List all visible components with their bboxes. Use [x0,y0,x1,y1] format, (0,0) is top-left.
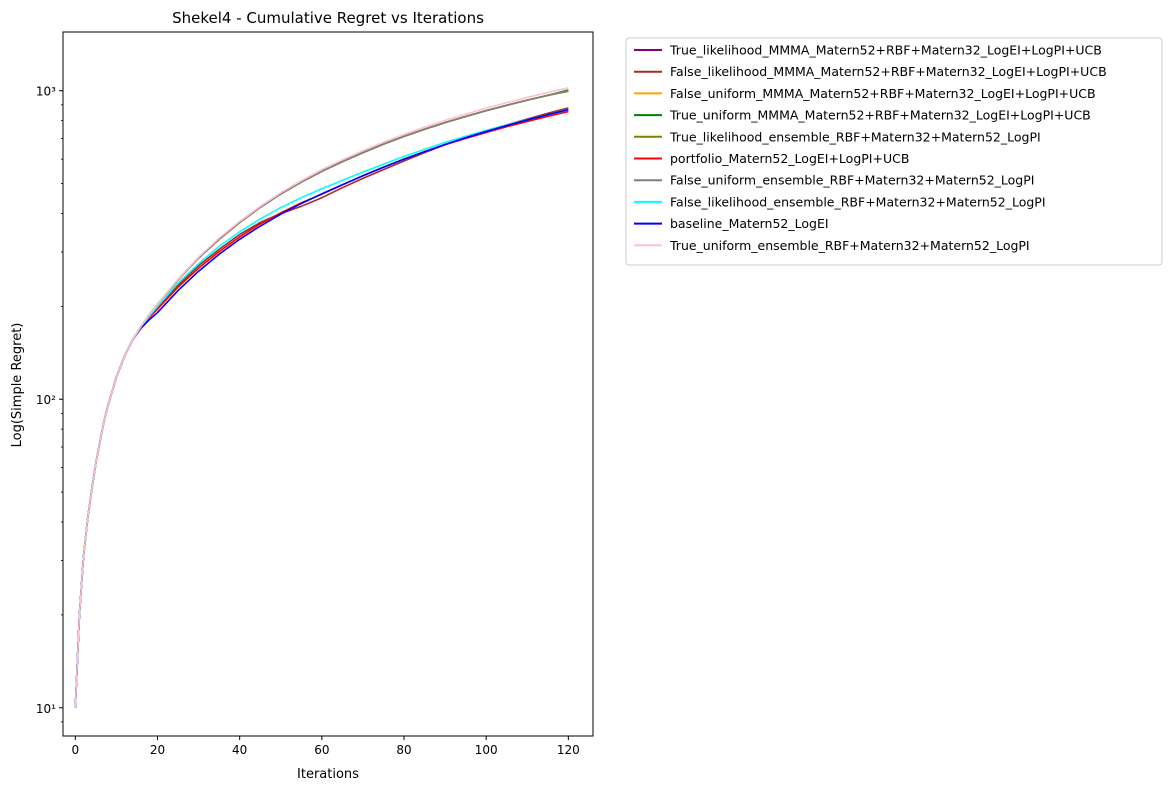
legend: True_likelihood_MMMA_Matern52+RBF+Matern… [625,37,1163,266]
legend-frame [625,37,1163,266]
x-tick-label: 80 [396,743,411,757]
x-axis-label: Iterations [297,767,359,782]
series-line-10 [74,87,569,708]
legend-label: False_uniform_ensemble_RBF+Matern32+Mate… [670,173,1034,188]
series-line-5 [74,90,569,708]
legend-label: baseline_Matern52_LogEI [670,216,829,231]
legend-label: True_likelihood_ensemble_RBF+Matern32+Ma… [669,129,1041,144]
series-line-1 [74,89,569,708]
series-line-6 [74,110,569,708]
series-line-3 [74,89,569,708]
plot-frame [62,31,594,737]
plot-lines [74,87,569,708]
x-tick-label: 40 [232,743,247,757]
x-tick-label: 100 [475,743,498,757]
series-line-9 [74,108,569,708]
x-tick-label: 120 [557,743,580,757]
legend-label: False_likelihood_ensemble_RBF+Matern32+M… [670,194,1046,209]
series-line-2 [74,107,569,708]
series-line-8 [74,109,569,708]
y-axis-label: Log(Simple Regret) [10,323,25,448]
chart-title: Shekel4 - Cumulative Regret vs Iteration… [172,9,484,27]
x-tick-label: 20 [150,743,165,757]
legend-label: True_likelihood_MMMA_Matern52+RBF+Matern… [669,43,1102,58]
series-line-7 [74,89,569,708]
y-axis: 10¹ 10² 10³ [36,85,63,723]
x-tick-label: 0 [72,743,80,757]
y-tick-label: 10¹ [36,702,56,716]
x-axis: 0 20 40 60 80 100 120 [72,736,580,757]
series-line-4 [74,89,569,708]
y-tick-label: 10² [36,393,56,407]
legend-label: portfolio_Matern52_LogEI+LogPI+UCB [670,151,909,166]
legend-label: False_likelihood_MMMA_Matern52+RBF+Mater… [670,64,1107,79]
legend-label: False_uniform_MMMA_Matern52+RBF+Matern32… [670,86,1096,101]
x-tick-label: 60 [314,743,329,757]
legend-label: True_uniform_MMMA_Matern52+RBF+Matern32_… [669,108,1091,123]
legend-label: True_uniform_ensemble_RBF+Matern32+Mater… [669,238,1030,253]
y-tick-label: 10³ [36,85,56,99]
